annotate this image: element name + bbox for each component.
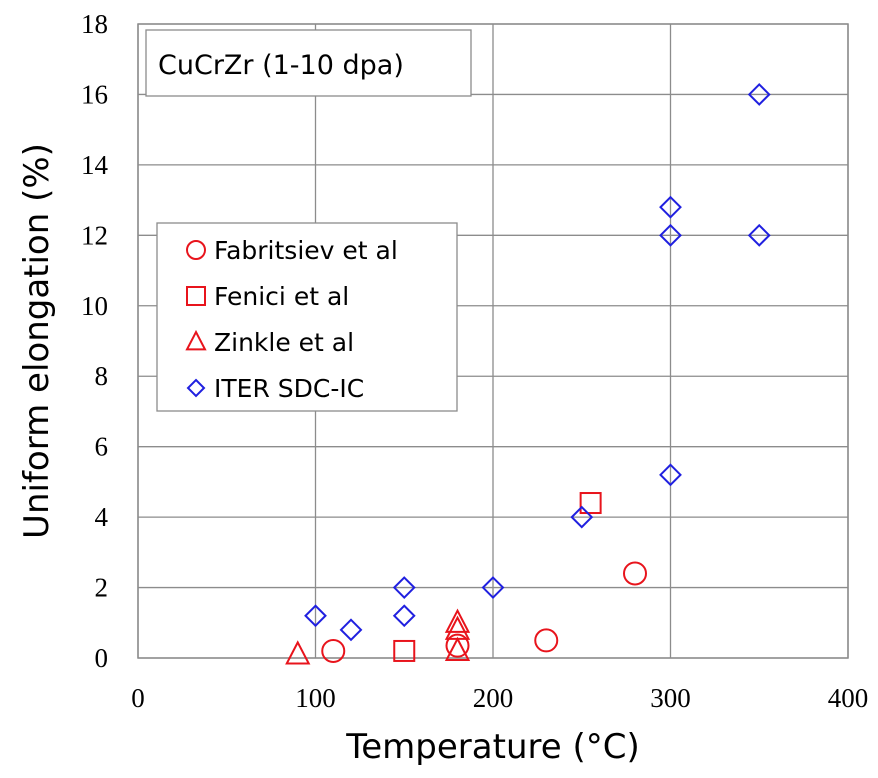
y-tick-label: 14	[81, 150, 109, 180]
data-point-square	[393, 639, 416, 662]
data-point-circle	[534, 628, 559, 653]
annotation-text: CuCrZr (1-10 dpa)	[158, 50, 404, 81]
data-points	[285, 83, 771, 665]
annotation-box-frame	[145, 29, 472, 97]
x-axis-title: Temperature (°C)	[345, 727, 639, 767]
plot-area-frame	[137, 23, 849, 659]
x-tick-label: 100	[295, 683, 336, 713]
y-tick-label: 10	[81, 291, 108, 321]
y-tick-label: 0	[95, 643, 109, 673]
legend-items: Fabritsiev et al Fenici et al Zinkle et al…	[185, 236, 398, 403]
legend: Fabritsiev et al Fenici et al Zinkle et al…	[156, 222, 458, 412]
data-point-circle	[623, 561, 647, 586]
legend-marker-square	[186, 286, 206, 306]
data-point-diamond	[747, 223, 771, 247]
data-point-diamond	[392, 604, 416, 628]
legend-label: Fenici et al	[214, 282, 349, 311]
data-point-diamond	[481, 576, 505, 599]
data-point-triangle	[285, 640, 311, 665]
legend-marker-diamond	[186, 378, 206, 398]
data-point-diamond	[747, 83, 771, 106]
y-tick-label: 2	[95, 573, 109, 603]
legend-label: Zinkle et al	[214, 328, 354, 357]
data-point-diamond	[304, 604, 327, 628]
data-point-diamond	[659, 223, 682, 247]
data-point-square	[579, 492, 602, 515]
y-axis-title: Uniform elongation (%)	[17, 143, 57, 539]
y-tick-label: 4	[95, 502, 109, 532]
y-axis-ticks: 0 2 4 6 8 10 12 14 16 18	[81, 9, 109, 673]
x-tick-label: 0	[131, 683, 145, 713]
legend-marker-circle	[186, 240, 206, 260]
y-tick-label: 6	[95, 432, 109, 462]
data-point-circle	[445, 633, 470, 658]
annotation-box: CuCrZr (1-10 dpa)	[145, 29, 472, 97]
data-point-circle	[321, 638, 346, 663]
x-axis-ticks: 0 100 200 300 400	[131, 683, 868, 713]
data-point-triangle	[444, 608, 471, 633]
x-tick-label: 200	[473, 683, 514, 713]
data-point-triangle	[444, 636, 471, 662]
data-point-diamond	[659, 463, 682, 487]
legend-frame	[156, 222, 458, 412]
data-point-diamond	[570, 505, 594, 529]
data-point-diamond	[659, 195, 682, 219]
y-tick-label: 18	[81, 9, 108, 39]
data-point-triangle	[444, 615, 471, 640]
data-point-diamond	[339, 618, 363, 642]
x-tick-label: 300	[650, 683, 691, 713]
legend-label: ITER SDC-IC	[214, 374, 364, 403]
x-tick-label: 400	[828, 683, 869, 713]
legend-marker-triangle	[185, 329, 207, 351]
y-tick-label: 12	[81, 220, 108, 250]
y-tick-label: 16	[81, 79, 108, 109]
data-point-diamond	[392, 576, 416, 599]
legend-label: Fabritsiev et al	[214, 236, 398, 265]
y-tick-label: 8	[95, 361, 109, 391]
